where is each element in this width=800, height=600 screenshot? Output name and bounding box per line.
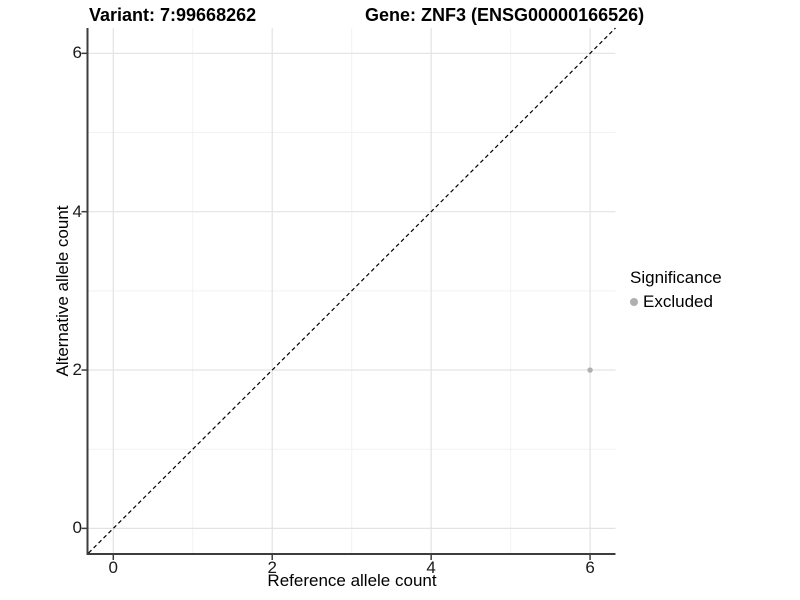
legend-item: Excluded <box>630 292 722 312</box>
legend-item-label: Excluded <box>643 292 713 311</box>
identity-line <box>88 27 616 554</box>
y-tick-label: 6 <box>72 43 82 63</box>
x-tick-label: 0 <box>108 558 119 577</box>
plot-title-gene: Gene: ZNF3 (ENSG00000166526) <box>365 5 645 25</box>
y-tick-label: 0 <box>72 518 82 538</box>
legend: Significance Excluded <box>630 268 722 312</box>
y-tick-label: 2 <box>72 360 82 380</box>
plot-title-variant: Variant: 7:99668262 <box>89 5 257 25</box>
legend-key-dot-icon <box>630 298 638 306</box>
x-tick-label: 4 <box>426 558 436 577</box>
x-tick-label: 2 <box>267 558 277 577</box>
x-tick-label: 6 <box>585 558 595 577</box>
y-tick-label: 4 <box>72 201 82 221</box>
y-axis-title: Alternative allele count <box>53 205 72 377</box>
data-point <box>587 367 593 373</box>
legend-title: Significance <box>630 268 722 287</box>
x-axis-title: Reference allele count <box>267 571 437 590</box>
